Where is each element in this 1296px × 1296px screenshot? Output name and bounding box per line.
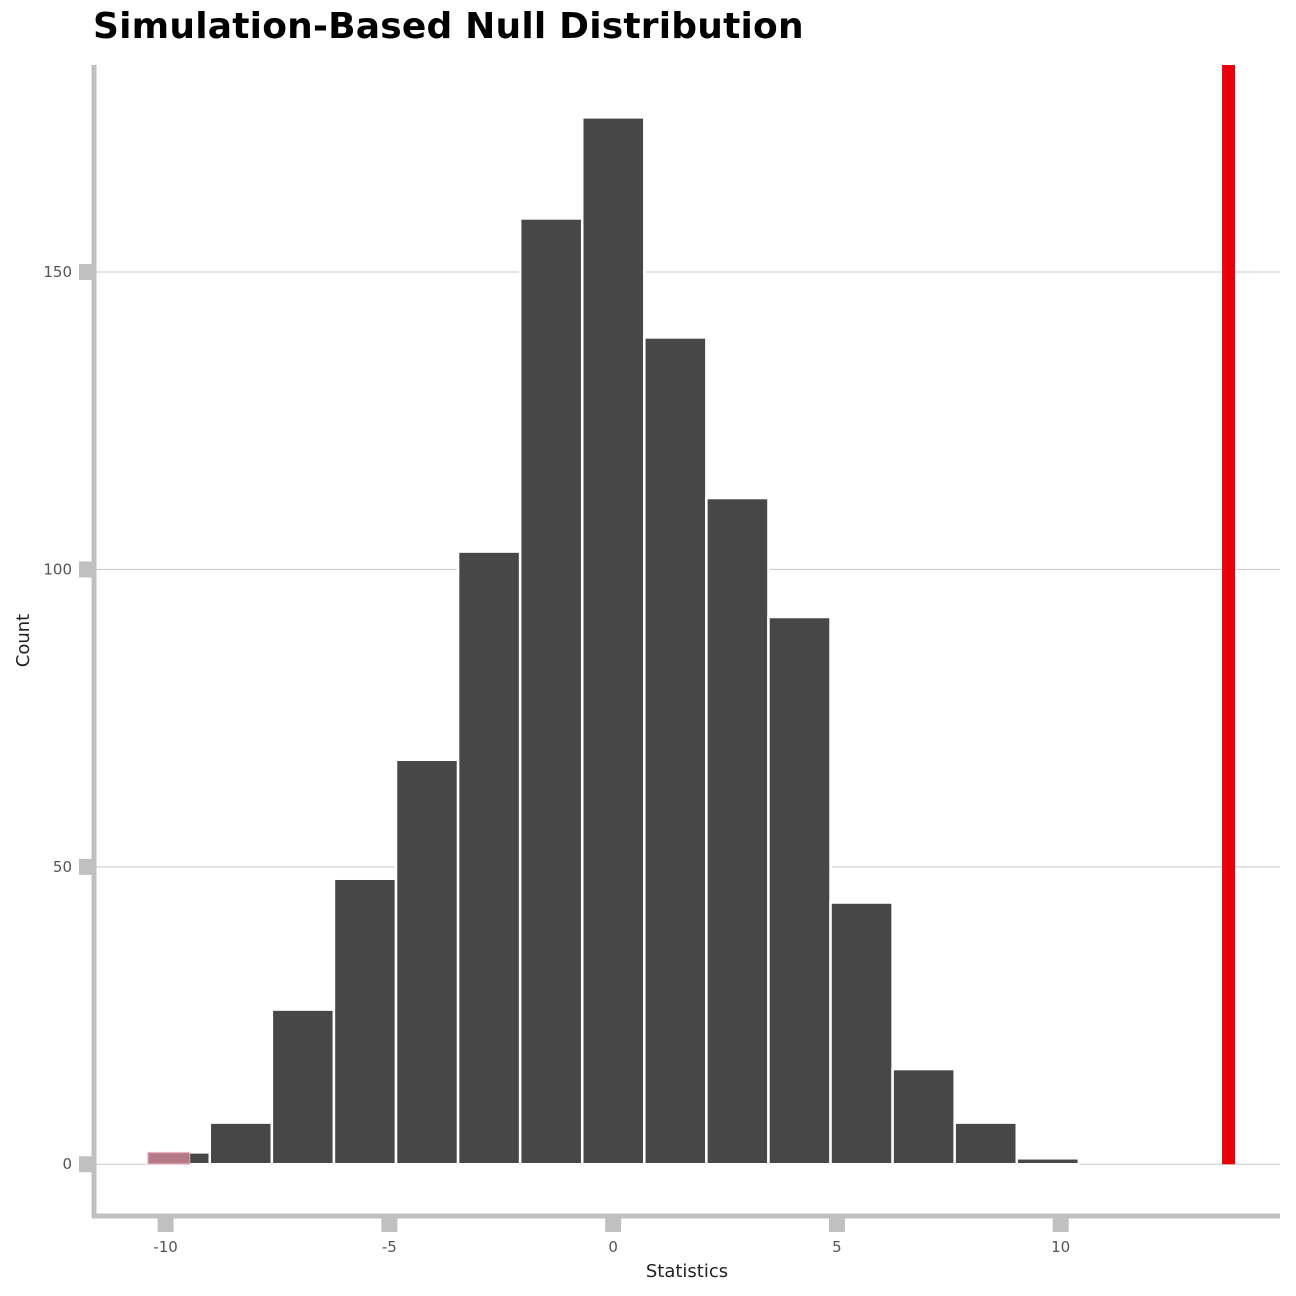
y-axis-label: Count: [13, 614, 34, 667]
histogram-bar: [208, 1121, 274, 1166]
x-tick-label: 5: [832, 1238, 842, 1256]
y-tick-label: 100: [43, 560, 72, 578]
histogram-bar: [270, 1008, 336, 1166]
histogram-bar: [767, 615, 832, 1166]
x-tick-label: 0: [608, 1238, 618, 1256]
y-tick-label: 50: [53, 858, 72, 876]
y-tick-mark: [79, 264, 94, 281]
x-tick-label: -5: [382, 1238, 397, 1256]
x-tick-label: -10: [153, 1238, 178, 1256]
x-tick-mark: [157, 1216, 174, 1232]
histogram-bar: [891, 1067, 956, 1166]
histogram-bar: [332, 877, 398, 1166]
y-tick-mark: [79, 858, 94, 875]
histogram-bar: [1015, 1157, 1081, 1166]
x-axis-label: Statistics: [646, 1261, 728, 1282]
histogram-bar: [394, 758, 460, 1166]
histogram-bar: [953, 1121, 1019, 1166]
histogram-bar: [705, 496, 770, 1166]
x-tick-mark: [381, 1216, 398, 1232]
y-tick-mark: [79, 1156, 94, 1173]
x-tick-label: 10: [1051, 1238, 1070, 1256]
histogram-bar: [518, 217, 584, 1166]
y-tick-label: 150: [43, 263, 72, 281]
y-tick-mark: [79, 561, 94, 578]
histogram-bar: [643, 336, 708, 1166]
x-tick-mark: [1052, 1216, 1069, 1232]
x-tick-mark: [605, 1216, 622, 1232]
histogram-bar: [829, 901, 894, 1166]
chart-title: Simulation-Based Null Distribution: [93, 6, 804, 47]
histogram-bar: [456, 550, 522, 1166]
x-tick-mark: [828, 1216, 845, 1232]
y-tick-label: 0: [62, 1155, 72, 1173]
histogram-bar: [580, 116, 646, 1166]
shaded-pvalue-region: [147, 1151, 191, 1165]
